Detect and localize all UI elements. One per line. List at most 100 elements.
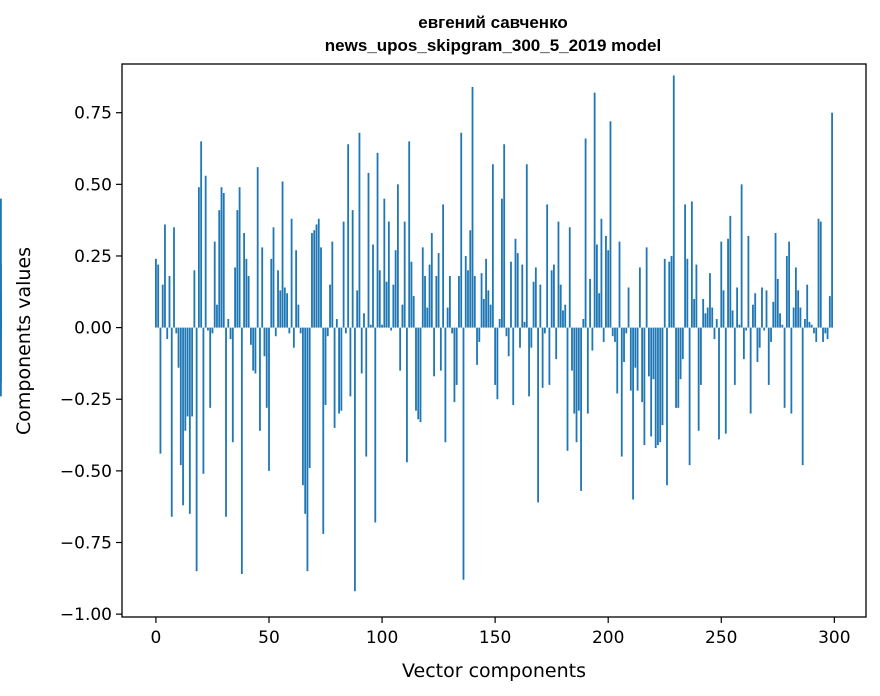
bar bbox=[810, 324, 813, 328]
bar bbox=[519, 327, 521, 348]
bar bbox=[614, 327, 616, 342]
bar bbox=[254, 327, 257, 374]
bar bbox=[188, 327, 191, 514]
bar bbox=[824, 327, 827, 334]
bar bbox=[534, 267, 537, 328]
bar bbox=[426, 307, 429, 328]
bar bbox=[320, 247, 322, 328]
bar bbox=[204, 175, 207, 328]
y-tick-label: 0.25 bbox=[74, 247, 112, 267]
bar bbox=[175, 327, 178, 334]
bar bbox=[530, 327, 533, 348]
bar bbox=[378, 270, 381, 328]
bar bbox=[510, 261, 512, 328]
bar bbox=[770, 327, 772, 342]
bar bbox=[277, 270, 279, 328]
bar bbox=[733, 327, 736, 385]
bar bbox=[453, 327, 456, 403]
bar bbox=[231, 327, 234, 443]
bar bbox=[627, 287, 630, 328]
x-tick-label: 250 bbox=[705, 628, 737, 648]
bar bbox=[553, 264, 555, 328]
bar bbox=[464, 255, 467, 328]
bar bbox=[446, 307, 449, 328]
bar bbox=[605, 235, 607, 328]
bar bbox=[442, 204, 445, 328]
bar bbox=[200, 141, 203, 328]
bar bbox=[311, 233, 313, 328]
bar bbox=[571, 327, 573, 371]
bar bbox=[161, 284, 164, 328]
bar bbox=[292, 327, 295, 348]
bar bbox=[179, 327, 182, 466]
bar bbox=[381, 324, 383, 328]
bar bbox=[761, 287, 763, 328]
bar bbox=[792, 307, 795, 328]
bar bbox=[516, 253, 519, 328]
bar bbox=[435, 276, 438, 328]
bar bbox=[609, 121, 612, 328]
bar bbox=[399, 327, 402, 371]
bar bbox=[720, 241, 723, 328]
y-tick-label: −0.25 bbox=[60, 390, 112, 410]
bar bbox=[159, 327, 162, 454]
bar bbox=[589, 278, 592, 328]
bar bbox=[390, 327, 393, 331]
bar bbox=[225, 327, 227, 517]
bar bbox=[593, 92, 596, 328]
bar bbox=[684, 204, 686, 328]
bar bbox=[322, 327, 325, 534]
bar bbox=[170, 327, 173, 517]
bar bbox=[537, 327, 539, 503]
bar bbox=[806, 284, 809, 328]
bar bbox=[324, 327, 327, 405]
bar bbox=[668, 261, 671, 328]
bar bbox=[681, 327, 684, 360]
bar bbox=[826, 327, 829, 340]
bar bbox=[247, 276, 250, 328]
bar bbox=[582, 319, 585, 328]
bar bbox=[229, 327, 232, 340]
bar bbox=[430, 233, 433, 328]
bar bbox=[634, 327, 637, 368]
y-axis-label: Components values bbox=[13, 247, 35, 435]
bar bbox=[564, 304, 567, 328]
bar bbox=[611, 327, 614, 337]
bar bbox=[439, 327, 442, 371]
bar bbox=[790, 327, 793, 414]
bar bbox=[643, 327, 646, 446]
bar bbox=[177, 327, 180, 368]
bar bbox=[387, 221, 390, 328]
bar bbox=[460, 132, 463, 328]
x-tick-label: 50 bbox=[258, 628, 280, 648]
bar bbox=[704, 313, 707, 328]
bar bbox=[808, 321, 811, 328]
bar bbox=[679, 327, 682, 380]
bar bbox=[313, 230, 316, 328]
bar bbox=[338, 327, 340, 414]
bar bbox=[478, 327, 481, 342]
bar bbox=[715, 319, 718, 328]
bar bbox=[218, 210, 221, 328]
bar bbox=[469, 230, 472, 328]
bar bbox=[354, 327, 356, 592]
bar bbox=[473, 276, 476, 328]
x-tick-label: 300 bbox=[818, 628, 850, 648]
bar bbox=[677, 327, 680, 408]
bar bbox=[265, 327, 268, 408]
bar bbox=[580, 327, 582, 491]
bar bbox=[752, 304, 754, 328]
bar bbox=[663, 258, 666, 328]
bar bbox=[351, 210, 354, 328]
bar bbox=[272, 227, 275, 328]
bar bbox=[781, 324, 784, 328]
bar bbox=[521, 264, 524, 328]
bar bbox=[713, 327, 716, 340]
bar bbox=[763, 327, 766, 331]
bar bbox=[451, 327, 454, 334]
bar bbox=[250, 327, 252, 345]
bar bbox=[813, 327, 815, 334]
bar bbox=[742, 327, 745, 360]
bar bbox=[804, 319, 806, 328]
bar bbox=[164, 224, 166, 328]
